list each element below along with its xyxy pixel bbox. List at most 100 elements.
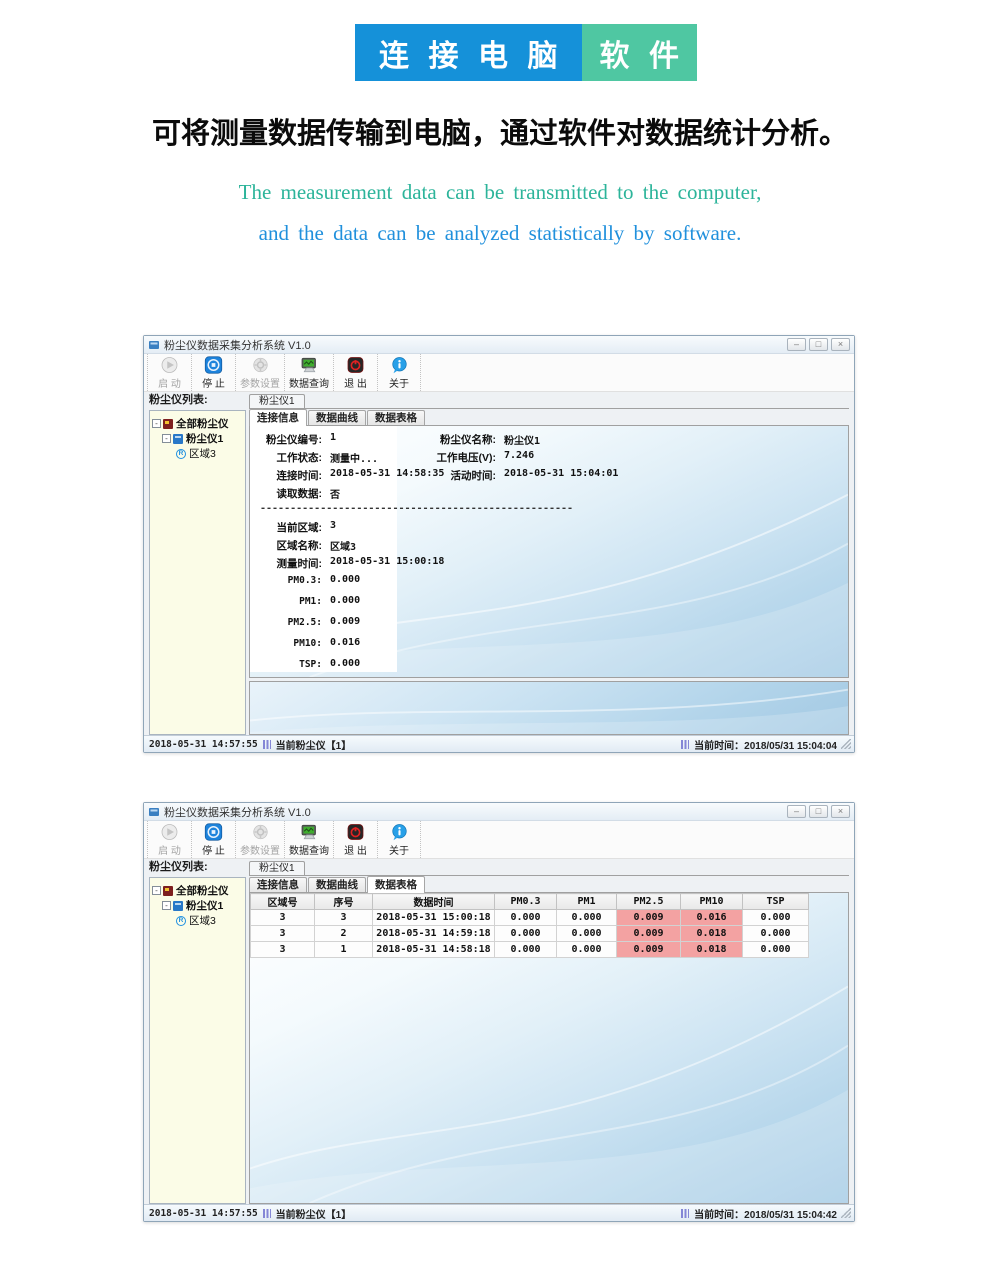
connection-info-page: 粉尘仪编号: 1 粉尘仪名称: 粉尘仪1 工作状态: 测量中... 工作电压(V… [249, 426, 849, 678]
background-decoration [250, 985, 848, 1203]
app-icon [149, 807, 159, 816]
info-value: 2018-05-31 15:04:01 [504, 468, 619, 479]
tree-expander-icon[interactable]: - [162, 434, 171, 443]
table-header-cell[interactable]: PM2.5 [616, 893, 681, 910]
window-body: 粉尘仪列表: - 全部粉尘仪 - 粉尘仪1 R 区域3 [144, 392, 854, 735]
sidebar: 粉尘仪列表: - 全部粉尘仪 - 粉尘仪1 R 区域3 [149, 394, 246, 735]
device-tab[interactable]: 粉尘仪1 [249, 861, 305, 875]
info-row: 当前区域: 3 [260, 517, 842, 535]
status-separator-icon [262, 739, 271, 749]
params-button[interactable]: 参数设置 [235, 821, 284, 858]
info-row-pm10: PM10: 0.016 [260, 634, 842, 655]
start-label: 启 动 [158, 379, 181, 390]
gear-icon [252, 824, 268, 840]
info-row-pm03: PM0.3: 0.000 [260, 571, 842, 592]
banner: 连 接 电 脑 软 件 [355, 24, 697, 81]
start-button[interactable]: 启 动 [147, 821, 191, 858]
info-row: 工作状态: 测量中... 工作电压(V): 7.246 [260, 447, 842, 465]
tree-expander-icon[interactable]: - [152, 419, 161, 428]
exit-button[interactable]: 退 出 [333, 354, 377, 391]
title-bar: 粉尘仪数据采集分析系统 V1.0 – □ × [144, 336, 854, 354]
stop-button[interactable]: 停 止 [191, 354, 235, 391]
info-row-tsp: TSP: 0.000 [260, 655, 842, 676]
info-value: 2018-05-31 15:00:18 [330, 556, 445, 567]
table-cell: 0.000 [556, 941, 617, 958]
info-label: 活动时间: [450, 470, 497, 482]
maximize-button[interactable]: □ [809, 338, 828, 351]
info-label: 工作电压(V): [436, 452, 497, 464]
status-time: 2018-05-31 14:57:55 [149, 738, 258, 750]
subtab-connection-info[interactable]: 连接信息 [249, 877, 307, 892]
info-value: 0.000 [330, 595, 361, 606]
query-label: 数据查询 [289, 379, 329, 390]
device-tab[interactable]: 粉尘仪1 [249, 394, 305, 408]
tree-item-device1[interactable]: - 粉尘仪1 [162, 431, 243, 446]
tree-expander-icon[interactable]: - [152, 886, 161, 895]
info-value: 否 [330, 490, 340, 501]
background-decoration [250, 688, 848, 734]
subtab-connection-info[interactable]: 连接信息 [249, 409, 307, 426]
minimize-button[interactable]: – [787, 805, 806, 818]
subtab-data-curve[interactable]: 数据曲线 [308, 410, 366, 425]
info-row-pm25: PM2.5: 0.009 [260, 613, 842, 634]
area-icon: R [176, 448, 186, 459]
subtab-data-table[interactable]: 数据表格 [367, 876, 425, 893]
stop-icon [204, 356, 223, 374]
tree-item-area3[interactable]: R 区域3 [176, 913, 243, 928]
resize-grip[interactable] [841, 1208, 851, 1218]
start-button[interactable]: 启 动 [147, 354, 191, 391]
status-device: 当前粉尘仪【1】 [275, 1209, 352, 1221]
info-label: 粉尘仪编号: [266, 434, 322, 446]
info-value: 3 [330, 520, 337, 531]
about-button[interactable]: 关于 [377, 821, 421, 858]
exit-button[interactable]: 退 出 [333, 821, 377, 858]
exit-label: 退 出 [344, 379, 367, 390]
bottom-decoration-panel [249, 681, 849, 735]
gear-icon [252, 357, 268, 373]
maximize-button[interactable]: □ [809, 805, 828, 818]
subtitle-line2: and the data can be analyzed statistical… [258, 221, 742, 245]
table-header-cell[interactable]: 序号 [314, 893, 373, 910]
tree-item-area3[interactable]: R 区域3 [176, 446, 243, 461]
info-label: TSP: [299, 659, 322, 670]
separator-line: ----------------------------------------… [260, 503, 574, 514]
tree-item-all-devices[interactable]: - 全部粉尘仪 [152, 883, 243, 898]
table-row[interactable]: 3 1 2018-05-31 14:58:18 0.000 0.000 0.00… [250, 941, 809, 958]
info-row: 读取数据: 否 [260, 483, 842, 501]
query-button[interactable]: 数据查询 [284, 354, 333, 391]
tree-item-device1[interactable]: - 粉尘仪1 [162, 898, 243, 913]
subtab-data-curve[interactable]: 数据曲线 [308, 877, 366, 892]
info-value: 测量中... [330, 454, 379, 465]
window-title: 粉尘仪数据采集分析系统 V1.0 [164, 339, 311, 352]
sidebar-label: 粉尘仪列表: [149, 861, 208, 873]
about-button[interactable]: 关于 [377, 354, 421, 391]
minimize-button[interactable]: – [787, 338, 806, 351]
info-row: 连接时间: 2018-05-31 14:58:35 活动时间: 2018-05-… [260, 465, 842, 483]
resize-grip[interactable] [841, 739, 851, 749]
info-value: 2018-05-31 14:58:35 [330, 468, 445, 479]
table-row[interactable]: 3 3 2018-05-31 15:00:18 0.000 0.000 0.00… [250, 909, 809, 926]
banner-right: 软 件 [581, 24, 697, 81]
tree-item-all-devices[interactable]: - 全部粉尘仪 [152, 416, 243, 431]
stop-button[interactable]: 停 止 [191, 821, 235, 858]
table-row[interactable]: 3 2 2018-05-31 14:59:18 0.000 0.000 0.00… [250, 925, 809, 942]
query-button[interactable]: 数据查询 [284, 821, 333, 858]
table-header-cell[interactable]: 数据时间 [372, 893, 495, 910]
table-cell: 3 [250, 941, 315, 958]
info-label: 读取数据: [276, 488, 323, 500]
status-current-time: 当前时间：2018/05/31 15:04:42 [694, 1209, 837, 1221]
play-icon [161, 824, 178, 840]
tree-expander-icon[interactable]: - [162, 901, 171, 910]
subtitle-line1: The measurement data can be transmitted … [238, 180, 762, 204]
table-cell: 1 [314, 941, 373, 958]
device-tree: - 全部粉尘仪 - 粉尘仪1 R 区域3 [149, 410, 246, 735]
params-button[interactable]: 参数设置 [235, 354, 284, 391]
status-separator-icon [681, 1208, 690, 1218]
subtab-strip: 连接信息 数据曲线 数据表格 [249, 409, 849, 426]
window-body: 粉尘仪列表: - 全部粉尘仪 - 粉尘仪1 R 区域3 [144, 859, 854, 1204]
power-icon [347, 824, 364, 840]
close-button[interactable]: × [831, 338, 850, 351]
subtab-data-table[interactable]: 数据表格 [367, 410, 425, 425]
about-label: 关于 [389, 846, 409, 857]
close-button[interactable]: × [831, 805, 850, 818]
